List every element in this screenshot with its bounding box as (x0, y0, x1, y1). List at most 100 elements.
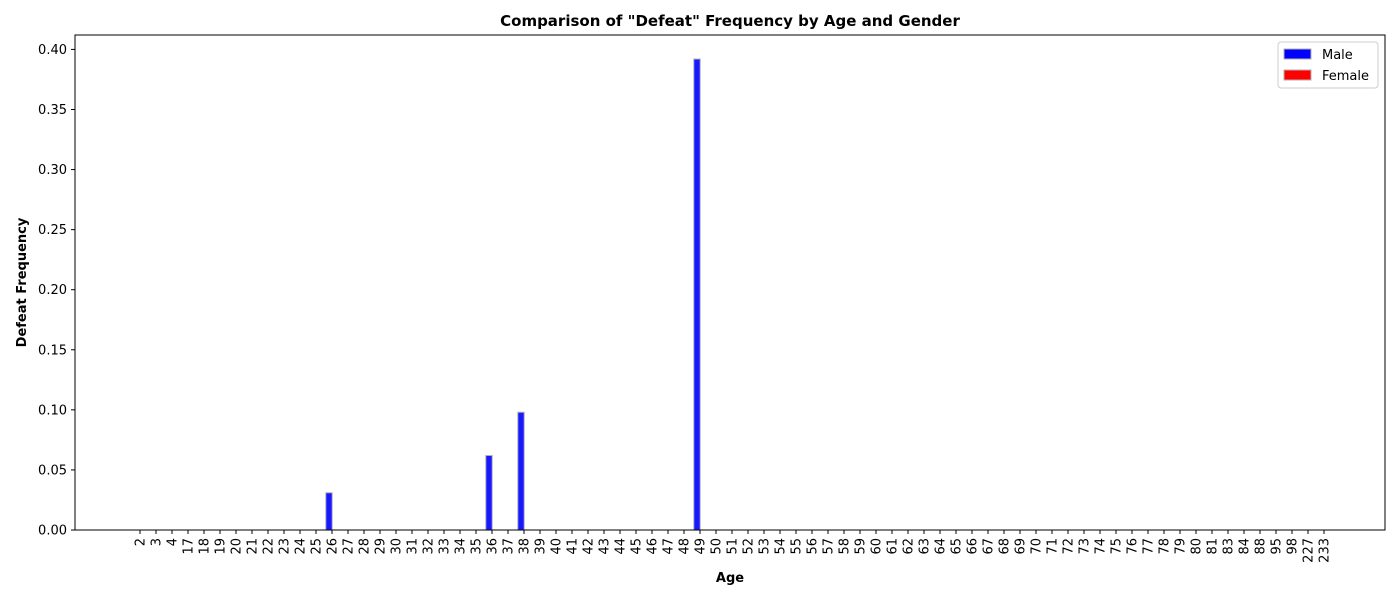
y-tick-label: 0.25 (38, 223, 67, 238)
x-tick-label: 84 (1238, 538, 1253, 555)
x-tick-label: 77 (1142, 538, 1157, 555)
x-tick-label: 64 (934, 538, 949, 555)
x-tick-label: 17 (182, 538, 197, 555)
x-tick-label: 21 (246, 538, 261, 555)
x-tick-label: 3 (150, 538, 165, 546)
x-tick-label: 45 (630, 538, 645, 555)
legend-label-male: Male (1322, 48, 1353, 63)
x-tick-label: 66 (966, 538, 981, 555)
bar-male-26 (325, 492, 333, 531)
plot-frame (74, 34, 1386, 531)
x-tick-label: 39 (534, 538, 549, 555)
x-axis-title: Age (716, 571, 744, 586)
y-tick-label: 0.20 (38, 283, 67, 298)
bar-male-38 (517, 411, 525, 531)
x-tick-label: 50 (710, 538, 725, 555)
x-tick-label: 40 (550, 538, 565, 555)
bars-layer (325, 58, 701, 531)
x-tick-label: 227 (1302, 538, 1317, 563)
x-tick-label: 95 (1270, 538, 1285, 555)
y-axis: 0.00 0.05 0.10 0.15 0.20 0.25 0.30 0.35 0.40 (38, 43, 75, 539)
x-tick-label: 20 (230, 538, 245, 555)
y-tick-label: 0.30 (38, 163, 67, 178)
legend-label-female: Female (1322, 69, 1369, 84)
x-tick-label: 54 (774, 538, 789, 555)
x-tick-label: 32 (422, 538, 437, 555)
x-tick-label: 2 (134, 538, 149, 546)
x-tick-label: 80 (1190, 538, 1205, 555)
x-tick-label: 51 (726, 538, 741, 555)
x-tick-label: 88 (1254, 538, 1269, 555)
y-tick-label: 0.15 (38, 343, 67, 358)
x-tick-label: 46 (646, 538, 661, 555)
x-tick-label: 31 (406, 538, 421, 555)
x-tick-label: 69 (1014, 538, 1029, 555)
x-tick-label: 79 (1174, 538, 1189, 555)
x-tick-label: 30 (390, 538, 405, 555)
x-tick-label: 60 (870, 538, 885, 555)
legend-swatch-male (1283, 48, 1312, 60)
x-tick-label: 61 (886, 538, 901, 555)
x-tick-label: 29 (374, 538, 389, 555)
x-tick-label: 47 (662, 538, 677, 555)
legend-swatch-female (1283, 69, 1312, 81)
x-tick-label: 43 (598, 538, 613, 555)
y-tick-label: 0.35 (38, 103, 67, 118)
legend: Male Female (1277, 41, 1379, 89)
x-tick-label: 65 (950, 538, 965, 555)
y-tick-label: 0.05 (38, 463, 67, 478)
x-tick-label: 34 (454, 538, 469, 555)
x-tick-label: 41 (566, 538, 581, 555)
x-tick-label: 98 (1286, 538, 1301, 555)
x-tick-label: 38 (518, 538, 533, 555)
x-tick-label: 26 (326, 538, 341, 555)
x-tick-label: 25 (310, 538, 325, 555)
x-tick-label: 33 (438, 538, 453, 555)
x-tick-label: 70 (1030, 538, 1045, 555)
y-tick-label: 0.10 (38, 403, 67, 418)
x-tick-label: 71 (1046, 538, 1061, 555)
x-tick-label: 67 (982, 538, 997, 555)
x-tick-label: 74 (1094, 538, 1109, 555)
x-tick-label: 233 (1318, 538, 1333, 563)
x-tick-label: 4 (166, 538, 181, 546)
bar-male-36 (485, 455, 493, 531)
x-tick-label: 24 (294, 538, 309, 555)
y-tick-label: 0.00 (38, 524, 67, 539)
x-tick-label: 49 (694, 538, 709, 555)
x-tick-label: 53 (758, 538, 773, 555)
x-tick-label: 36 (486, 538, 501, 555)
x-tick-label: 72 (1062, 538, 1077, 555)
x-tick-label: 22 (262, 538, 277, 555)
x-tick-label: 35 (470, 538, 485, 555)
x-tick-label: 68 (998, 538, 1013, 555)
x-tick-label: 56 (806, 538, 821, 555)
x-tick-label: 44 (614, 538, 629, 555)
x-tick-label: 57 (822, 538, 837, 555)
x-tick-label: 83 (1222, 538, 1237, 555)
x-tick-label: 23 (278, 538, 293, 555)
x-tick-label: 63 (918, 538, 933, 555)
x-tick-label: 75 (1110, 538, 1125, 555)
x-tick-label: 62 (902, 538, 917, 555)
x-tick-label: 78 (1158, 538, 1173, 555)
x-tick-label: 18 (198, 538, 213, 555)
bar-male-49 (693, 58, 701, 531)
x-tick-label: 58 (838, 538, 853, 555)
x-tick-label: 76 (1126, 538, 1141, 555)
x-tick-label: 27 (342, 538, 357, 555)
x-tick-label: 81 (1206, 538, 1221, 555)
x-axis: 2 3 4 17 18 19 20 21 22 23 24 25 26 27 28 29 30 31 32 33 34 3… (134, 530, 1333, 563)
y-tick-label: 0.40 (38, 43, 67, 58)
x-tick-label: 42 (582, 538, 597, 555)
x-tick-label: 28 (358, 538, 373, 555)
x-tick-label: 73 (1078, 538, 1093, 555)
x-tick-label: 19 (214, 538, 229, 555)
x-tick-label: 48 (678, 538, 693, 555)
y-axis-title: Defeat Frequency (15, 217, 30, 347)
chart-title: Comparison of "Defeat" Frequency by Age … (500, 12, 960, 30)
x-tick-label: 59 (854, 538, 869, 555)
x-tick-label: 55 (790, 538, 805, 555)
x-tick-label: 37 (502, 538, 517, 555)
